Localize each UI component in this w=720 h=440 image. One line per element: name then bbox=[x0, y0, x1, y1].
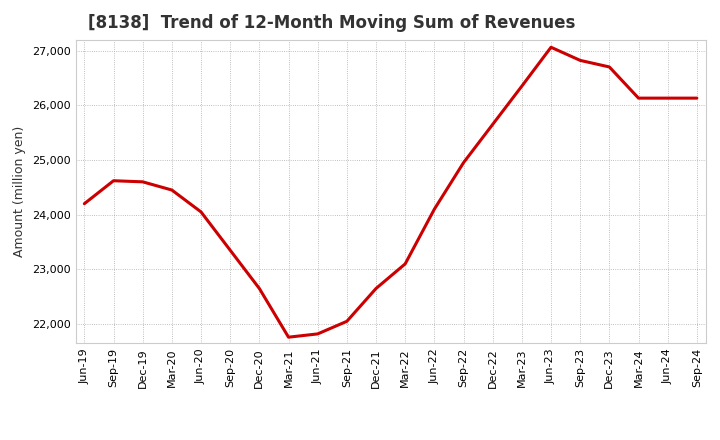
Text: [8138]  Trend of 12-Month Moving Sum of Revenues: [8138] Trend of 12-Month Moving Sum of R… bbox=[88, 15, 575, 33]
Y-axis label: Amount (million yen): Amount (million yen) bbox=[14, 126, 27, 257]
